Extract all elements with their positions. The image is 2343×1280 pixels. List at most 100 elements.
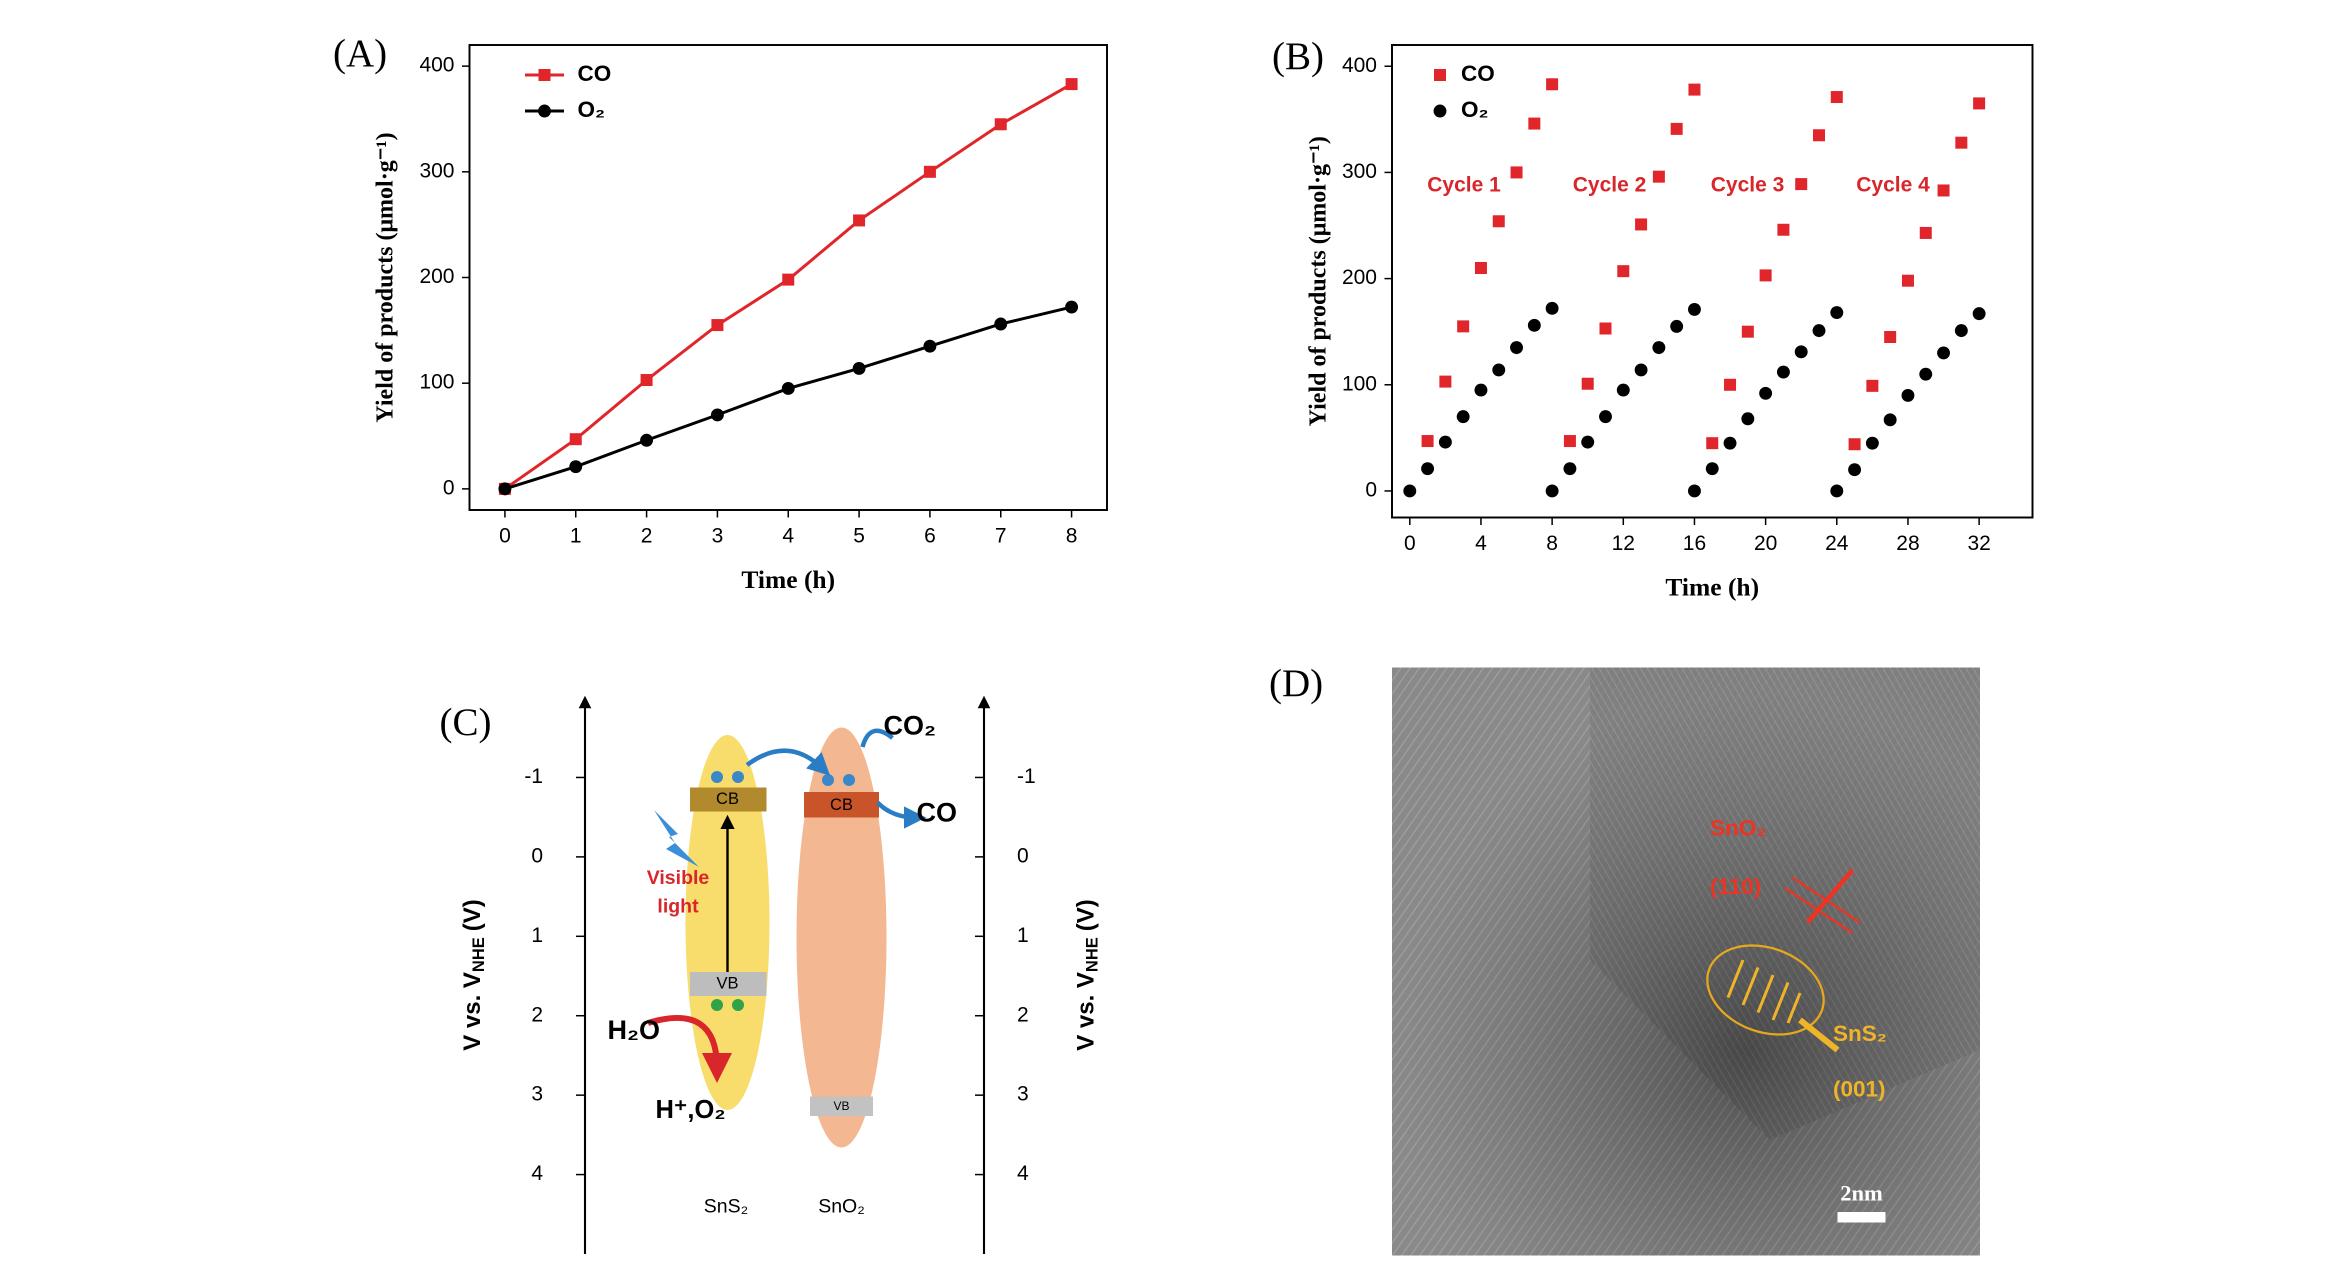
marker [1955, 136, 1968, 149]
x-tick-label: 3 [712, 525, 724, 548]
species-label: H₂O [608, 1015, 661, 1045]
marker [1741, 325, 1754, 338]
annotation: Cycle 3 [1711, 174, 1785, 197]
marker [1973, 97, 1986, 110]
tem-label: SnS₂ [1833, 1021, 1887, 1046]
marker [1510, 166, 1523, 179]
x-tick-label: 2 [641, 525, 653, 548]
y-axis-title: Yield of products (μmol·g⁻¹) [1306, 136, 1332, 426]
axis-title: V vs. VNHE (V) [1073, 899, 1102, 1051]
marker [640, 374, 653, 387]
annotation: Cycle 4 [1856, 174, 1930, 197]
marker [1617, 265, 1630, 278]
marker [1688, 302, 1701, 316]
band-label: VB [833, 1099, 849, 1113]
marker [1919, 226, 1932, 239]
marker [853, 214, 866, 227]
light-label: light [657, 896, 699, 918]
marker [1599, 322, 1612, 335]
y-tick-label: 400 [419, 54, 454, 77]
oxidation-arrow [647, 1015, 732, 1084]
x-tick-label: 28 [1896, 532, 1919, 555]
sns2-region [1706, 944, 1825, 1036]
y-tick-label: 1 [531, 924, 543, 947]
marker [1652, 341, 1666, 355]
axis-title-part: NHE [470, 937, 488, 972]
tem-shade [1392, 667, 1980, 1256]
panel-label: (C) [440, 701, 492, 744]
series-line [504, 82, 1073, 491]
tem-image [1392, 667, 1980, 1256]
x-tick-label: 8 [1066, 525, 1078, 548]
band-label: CB [716, 790, 739, 808]
axis-title-part: (V) [459, 899, 486, 931]
marker [1972, 307, 1986, 321]
marker [569, 460, 583, 474]
axis-title: V vs. VNHE (V) [459, 899, 488, 1051]
electron [822, 774, 834, 787]
co-arrow [875, 800, 927, 829]
y-tick-label: -1 [1017, 765, 1036, 788]
y-tick-label: 0 [1017, 844, 1029, 867]
x-tick-label: 32 [1967, 532, 1990, 555]
marker [1616, 383, 1630, 397]
x-axis-title: Time (h) [741, 565, 835, 594]
scale-bar [1837, 1212, 1886, 1223]
marker [1546, 78, 1559, 91]
marker [1937, 346, 1950, 360]
species-label: CO₂ [884, 711, 937, 741]
x-tick-label: 4 [1475, 532, 1487, 555]
marker [498, 482, 512, 496]
marker [1865, 436, 1879, 450]
series-line [504, 305, 1072, 491]
material-label: SnO₂ [818, 1196, 865, 1218]
y-tick-label: 300 [419, 159, 454, 182]
y-tick-label: 400 [1342, 54, 1377, 77]
marker [1527, 318, 1541, 332]
marker [852, 361, 866, 375]
electron [732, 771, 744, 784]
legend-label: CO [1461, 61, 1495, 86]
x-axis-title: Time (h) [1665, 572, 1759, 601]
marker [1795, 178, 1808, 191]
y-axis-title: Yield of products (μmol·g⁻¹) [373, 132, 399, 422]
marker [1635, 218, 1648, 231]
scale-label: 2nm [1840, 1181, 1883, 1206]
y-tick-label: 200 [419, 265, 454, 288]
marker [1634, 363, 1648, 377]
marker [994, 317, 1008, 331]
marker [781, 382, 795, 395]
marker [711, 319, 724, 332]
marker [1794, 345, 1808, 359]
marker [710, 408, 724, 422]
marker [1474, 261, 1487, 274]
panel-label: (B) [1272, 35, 1324, 78]
legend-label: CO [578, 61, 612, 86]
marker [1528, 117, 1541, 130]
marker [1563, 462, 1577, 476]
marker [1937, 184, 1950, 197]
legend-marker [1433, 104, 1447, 118]
x-tick-label: 24 [1825, 532, 1849, 555]
marker [1883, 413, 1897, 427]
band-label: CB [830, 796, 853, 814]
y-tick-label: 2 [1017, 1003, 1029, 1026]
x-tick-label: 16 [1683, 532, 1706, 555]
hole [711, 999, 723, 1012]
marker [994, 118, 1007, 131]
y-tick-label: 200 [1342, 266, 1377, 289]
marker [1848, 438, 1861, 451]
marker [1848, 463, 1862, 477]
band-label: VB [716, 974, 738, 992]
marker [1813, 129, 1825, 142]
annotation: Cycle 1 [1427, 174, 1501, 197]
legend-marker [538, 104, 551, 118]
species-label: H⁺,O₂ [656, 1096, 726, 1124]
marker [1457, 320, 1470, 333]
marker [1065, 78, 1078, 91]
x-tick-label: 1 [570, 525, 582, 548]
x-tick-label: 5 [853, 525, 865, 548]
marker [569, 433, 582, 446]
marker [1670, 319, 1684, 333]
marker [1724, 378, 1737, 391]
